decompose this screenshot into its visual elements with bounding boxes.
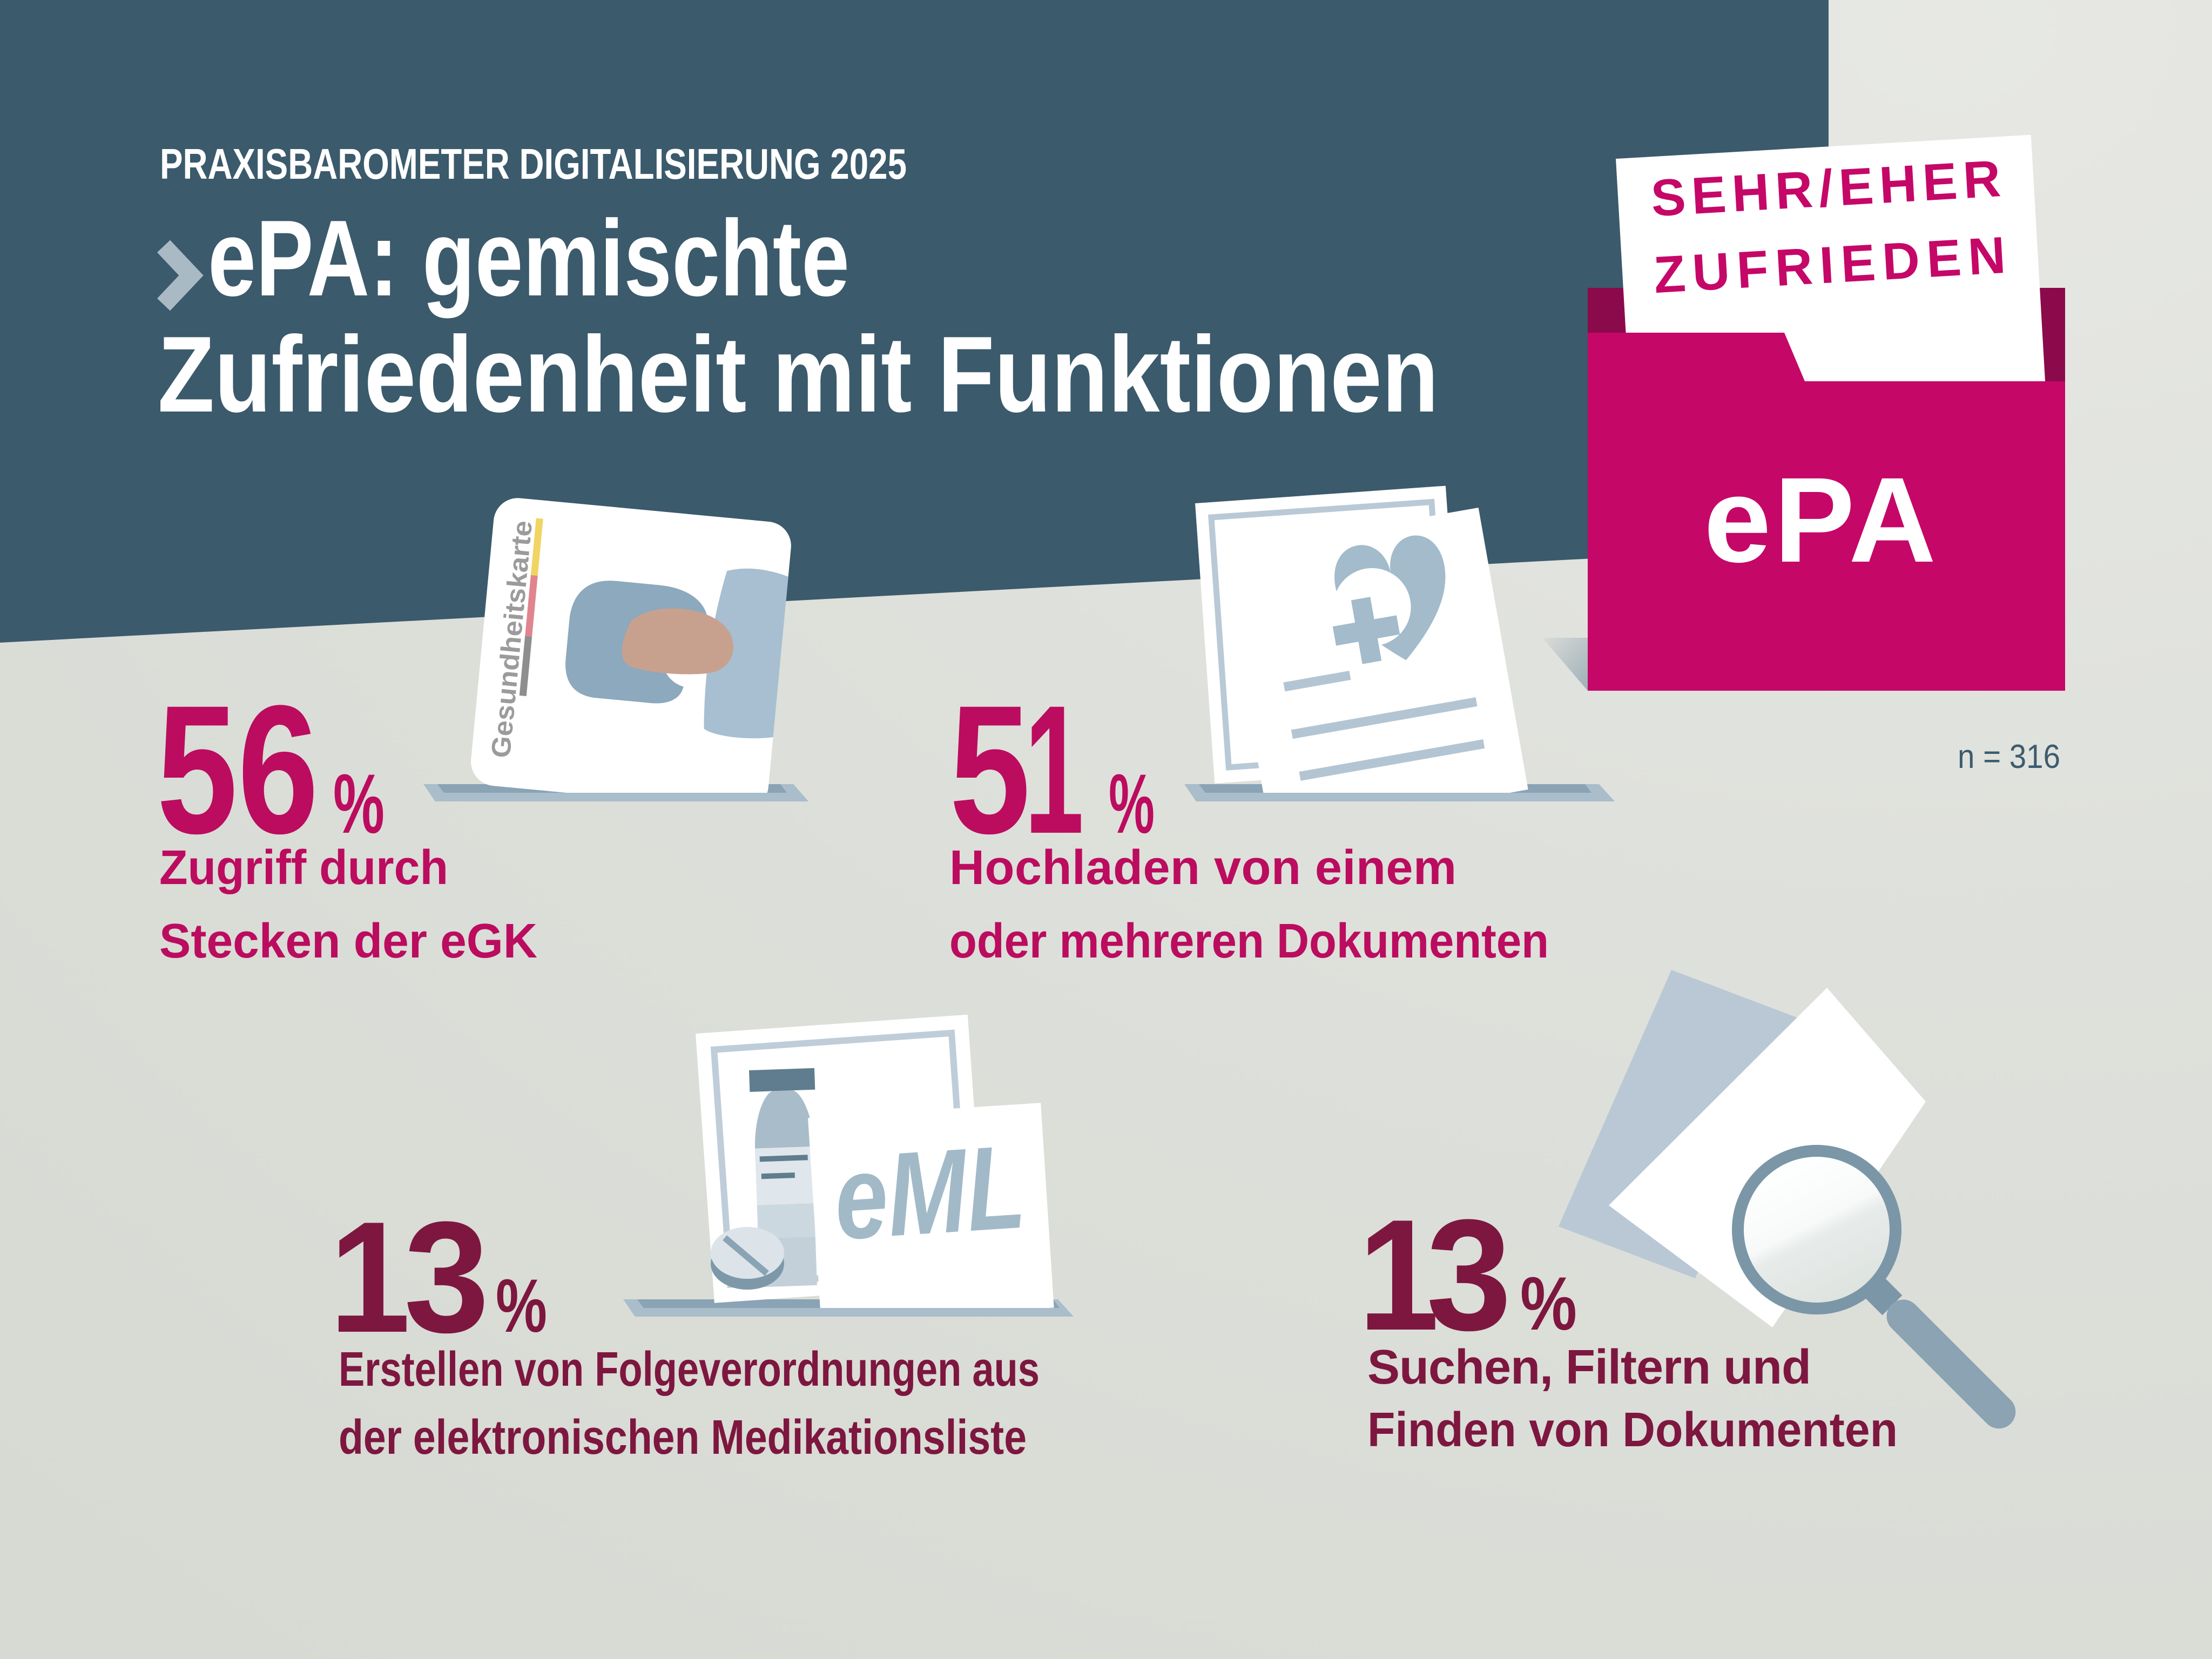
svg-text:Hochladen von einem: Hochladen von einem	[949, 841, 1456, 895]
svg-text:%: %	[496, 1263, 547, 1348]
svg-text:Stecken der eGK: Stecken der eGK	[159, 914, 537, 968]
svg-text:Suchen, Filtern und: Suchen, Filtern und	[1367, 1340, 1811, 1394]
svg-text:3: 3	[1426, 1187, 1512, 1364]
svg-text:1: 1	[1358, 1187, 1439, 1364]
svg-text:56: 56	[157, 667, 319, 872]
svg-text:1: 1	[329, 1189, 410, 1366]
svg-text:der elektronischen Medikations: der elektronischen Medikationsliste	[339, 1411, 1027, 1465]
svg-text:1: 1	[1024, 667, 1084, 872]
svg-text:Zugriff durch: Zugriff durch	[159, 841, 448, 895]
svg-text:%: %	[333, 757, 385, 851]
svg-text:n = 316: n = 316	[1958, 738, 2060, 775]
svg-text:3: 3	[404, 1189, 489, 1366]
svg-text:%: %	[1109, 757, 1155, 851]
svg-text:5: 5	[949, 667, 1030, 872]
svg-text:ePA: gemischte: ePA: gemischte	[208, 198, 849, 319]
svg-text:Zufriedenheit mit Funktionen: Zufriedenheit mit Funktionen	[158, 314, 1439, 435]
svg-text:%: %	[1520, 1261, 1577, 1346]
svg-text:Erstellen von Folgeverordnunge: Erstellen von Folgeverordnungen aus	[339, 1343, 1040, 1397]
svg-text:oder mehreren Dokumenten: oder mehreren Dokumenten	[949, 914, 1549, 968]
svg-text:PRAXISBAROMETER DIGITALISIERUN: PRAXISBAROMETER DIGITALISIERUNG 2025	[160, 140, 907, 188]
svg-text:Finden von Dokumenten: Finden von Dokumenten	[1367, 1403, 1898, 1457]
svg-text:eML: eML	[831, 1120, 1029, 1265]
svg-text:ePA: ePA	[1704, 453, 1936, 588]
